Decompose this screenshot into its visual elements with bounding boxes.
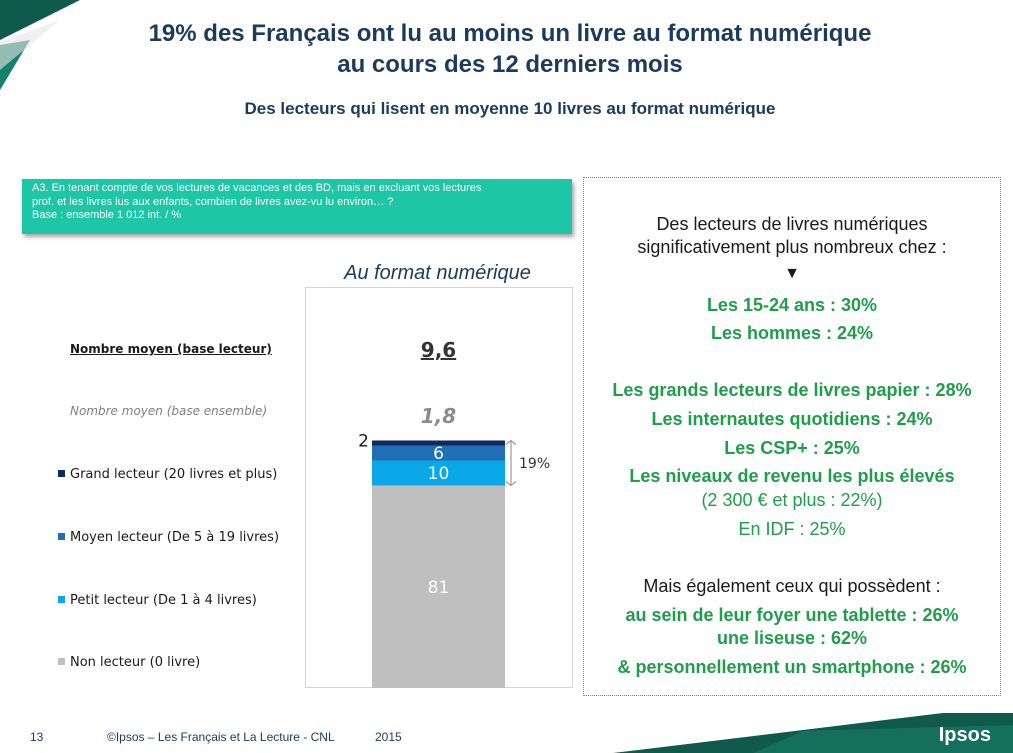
- corner-decoration-top-left: [0, 0, 80, 90]
- question-line-1: A3. En tenant compte de vos lectures de …: [32, 182, 482, 194]
- legend-item-petit-lecteur: Petit lecteur (De 1 à 4 livres): [58, 593, 257, 608]
- bar-value-label-1: 6: [433, 444, 444, 464]
- question-line-2: prof. et les livres lus aux enfants, com…: [32, 195, 394, 208]
- readers-bracket: [505, 439, 517, 487]
- legend-item-grand-lecteur: Grand lecteur (20 livres et plus): [58, 467, 277, 482]
- panel-heading-line-1: Des lecteurs de livres numériques: [656, 214, 928, 234]
- question-base: Base : ensemble 1 012 int. / %: [32, 209, 182, 221]
- legend-label: Petit lecteur (De 1 à 4 livres): [70, 593, 257, 608]
- insight-hommes: Les hommes : 24%: [710, 323, 874, 343]
- legend-swatch: [58, 658, 65, 665]
- legend-swatch: [58, 596, 65, 603]
- footer-source: ©Ipsos – Les Français et La Lecture - CN…: [107, 730, 335, 744]
- insight-15-24: Les 15-24 ans : 30%: [706, 295, 878, 315]
- title-line-2: au cours des 12 derniers mois: [337, 51, 683, 78]
- legend-item-moyen-lecteur: Moyen lecteur (De 5 à 19 livres): [58, 530, 279, 545]
- legend-label: Non lecteur (0 livre): [70, 655, 201, 670]
- corner-decoration-bottom-right: [613, 713, 1013, 753]
- bar-segment-3: [372, 485, 505, 688]
- chart-title: Au format numérique: [344, 262, 531, 284]
- ipsos-logo: Ipsos: [938, 724, 991, 746]
- bar-segment-0: [372, 440, 505, 446]
- insight-grands-lecteurs: Les grands lecteurs de livres papier : 2…: [612, 380, 972, 400]
- bar-segment-1: [372, 445, 505, 461]
- insights-panel: [583, 177, 1001, 696]
- insight-liseuse: une liseuse : 62%: [716, 628, 868, 648]
- legend-label: Moyen lecteur (De 5 à 19 livres): [70, 530, 280, 545]
- panel-heading-line-2: significativement plus nombreux chez :: [637, 237, 947, 257]
- bar-segment-2: [372, 460, 505, 486]
- legend-swatch: [58, 470, 65, 477]
- mean-reader-label: Nombre moyen (base lecteur): [70, 342, 272, 356]
- panel-heading-2: Mais également ceux qui possèdent :: [643, 576, 941, 596]
- legend-label: Grand lecteur (20 livres et plus): [70, 467, 278, 482]
- insight-tablette: au sein de leur foyer une tablette : 26%: [625, 605, 959, 625]
- mean-all-value: 1,8: [420, 404, 457, 428]
- down-arrow-icon: ▼: [784, 265, 800, 282]
- legend-item-non-lecteur: Non lecteur (0 livre): [58, 655, 200, 670]
- page-subtitle: Des lecteurs qui lisent en moyenne 10 li…: [244, 99, 776, 118]
- legend-swatch: [58, 533, 65, 540]
- question-box: A3. En tenant compte de vos lectures de …: [22, 179, 572, 234]
- bar-value-label-0: 2: [358, 432, 369, 452]
- insight-idf: En IDF : 25%: [738, 519, 846, 539]
- page-number: 13: [30, 730, 44, 744]
- insight-revenu: Les niveaux de revenu les plus élevés: [629, 466, 955, 486]
- insight-smartphone: & personnellement un smartphone : 26%: [617, 657, 967, 677]
- mean-reader-value: 9,6: [420, 338, 457, 362]
- bar-value-label-2: 10: [428, 464, 450, 484]
- page-title: 19% des Français ont lu au moins un livr…: [60, 18, 960, 80]
- insight-internautes: Les internautes quotidiens : 24%: [651, 409, 933, 429]
- footer-year: 2015: [375, 730, 402, 744]
- mean-all-label: Nombre moyen (base ensemble): [70, 404, 268, 418]
- insight-revenu-detail: (2 300 € et plus : 22%): [701, 490, 883, 510]
- readers-bracket-label: 19%: [519, 456, 550, 472]
- title-line-1: 19% des Français ont lu au moins un livr…: [148, 20, 872, 47]
- bar-value-label-3: 81: [428, 578, 450, 598]
- insight-csp: Les CSP+ : 25%: [724, 438, 860, 458]
